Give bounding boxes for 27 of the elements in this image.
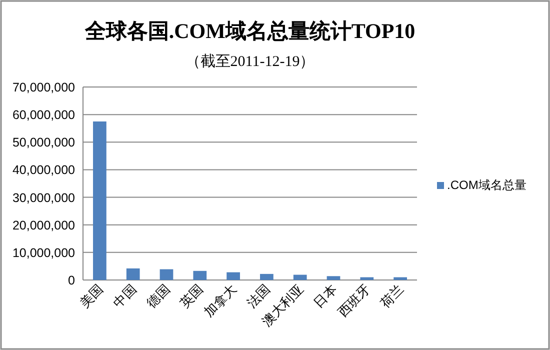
x-tick-label: 法国 (244, 282, 273, 311)
x-tick-label: 德国 (144, 282, 173, 311)
bar (193, 270, 207, 280)
x-tick-label: 荷兰 (377, 282, 406, 311)
y-tick-label: 70,000,000 (12, 80, 76, 94)
x-tick-label: 中国 (110, 282, 140, 311)
bar (293, 274, 307, 280)
y-tick-label: 30,000,000 (12, 190, 76, 205)
bar (360, 277, 374, 280)
y-tick-label: 0 (68, 274, 76, 288)
chart-title: 全球各国.COM域名总量统计TOP10 (84, 19, 416, 43)
bar (93, 121, 106, 280)
y-tick-label: 10,000,000 (12, 246, 76, 260)
x-tick-label: 美国 (76, 282, 106, 311)
y-tick-label: 60,000,000 (12, 108, 76, 122)
legend-label: .COM域名总量 (447, 178, 526, 192)
bar (326, 276, 340, 280)
chart-subtitle: （截至2011-12-19） (185, 53, 315, 70)
y-tick-label: 40,000,000 (12, 163, 76, 178)
y-tick-label: 50,000,000 (12, 136, 76, 150)
bar (226, 272, 240, 280)
bar (260, 274, 274, 280)
bar (126, 268, 140, 280)
bar (394, 277, 407, 280)
x-tick-label: 西班牙 (334, 282, 374, 320)
y-tick-label: 20,000,000 (12, 218, 76, 232)
bar (160, 269, 174, 280)
